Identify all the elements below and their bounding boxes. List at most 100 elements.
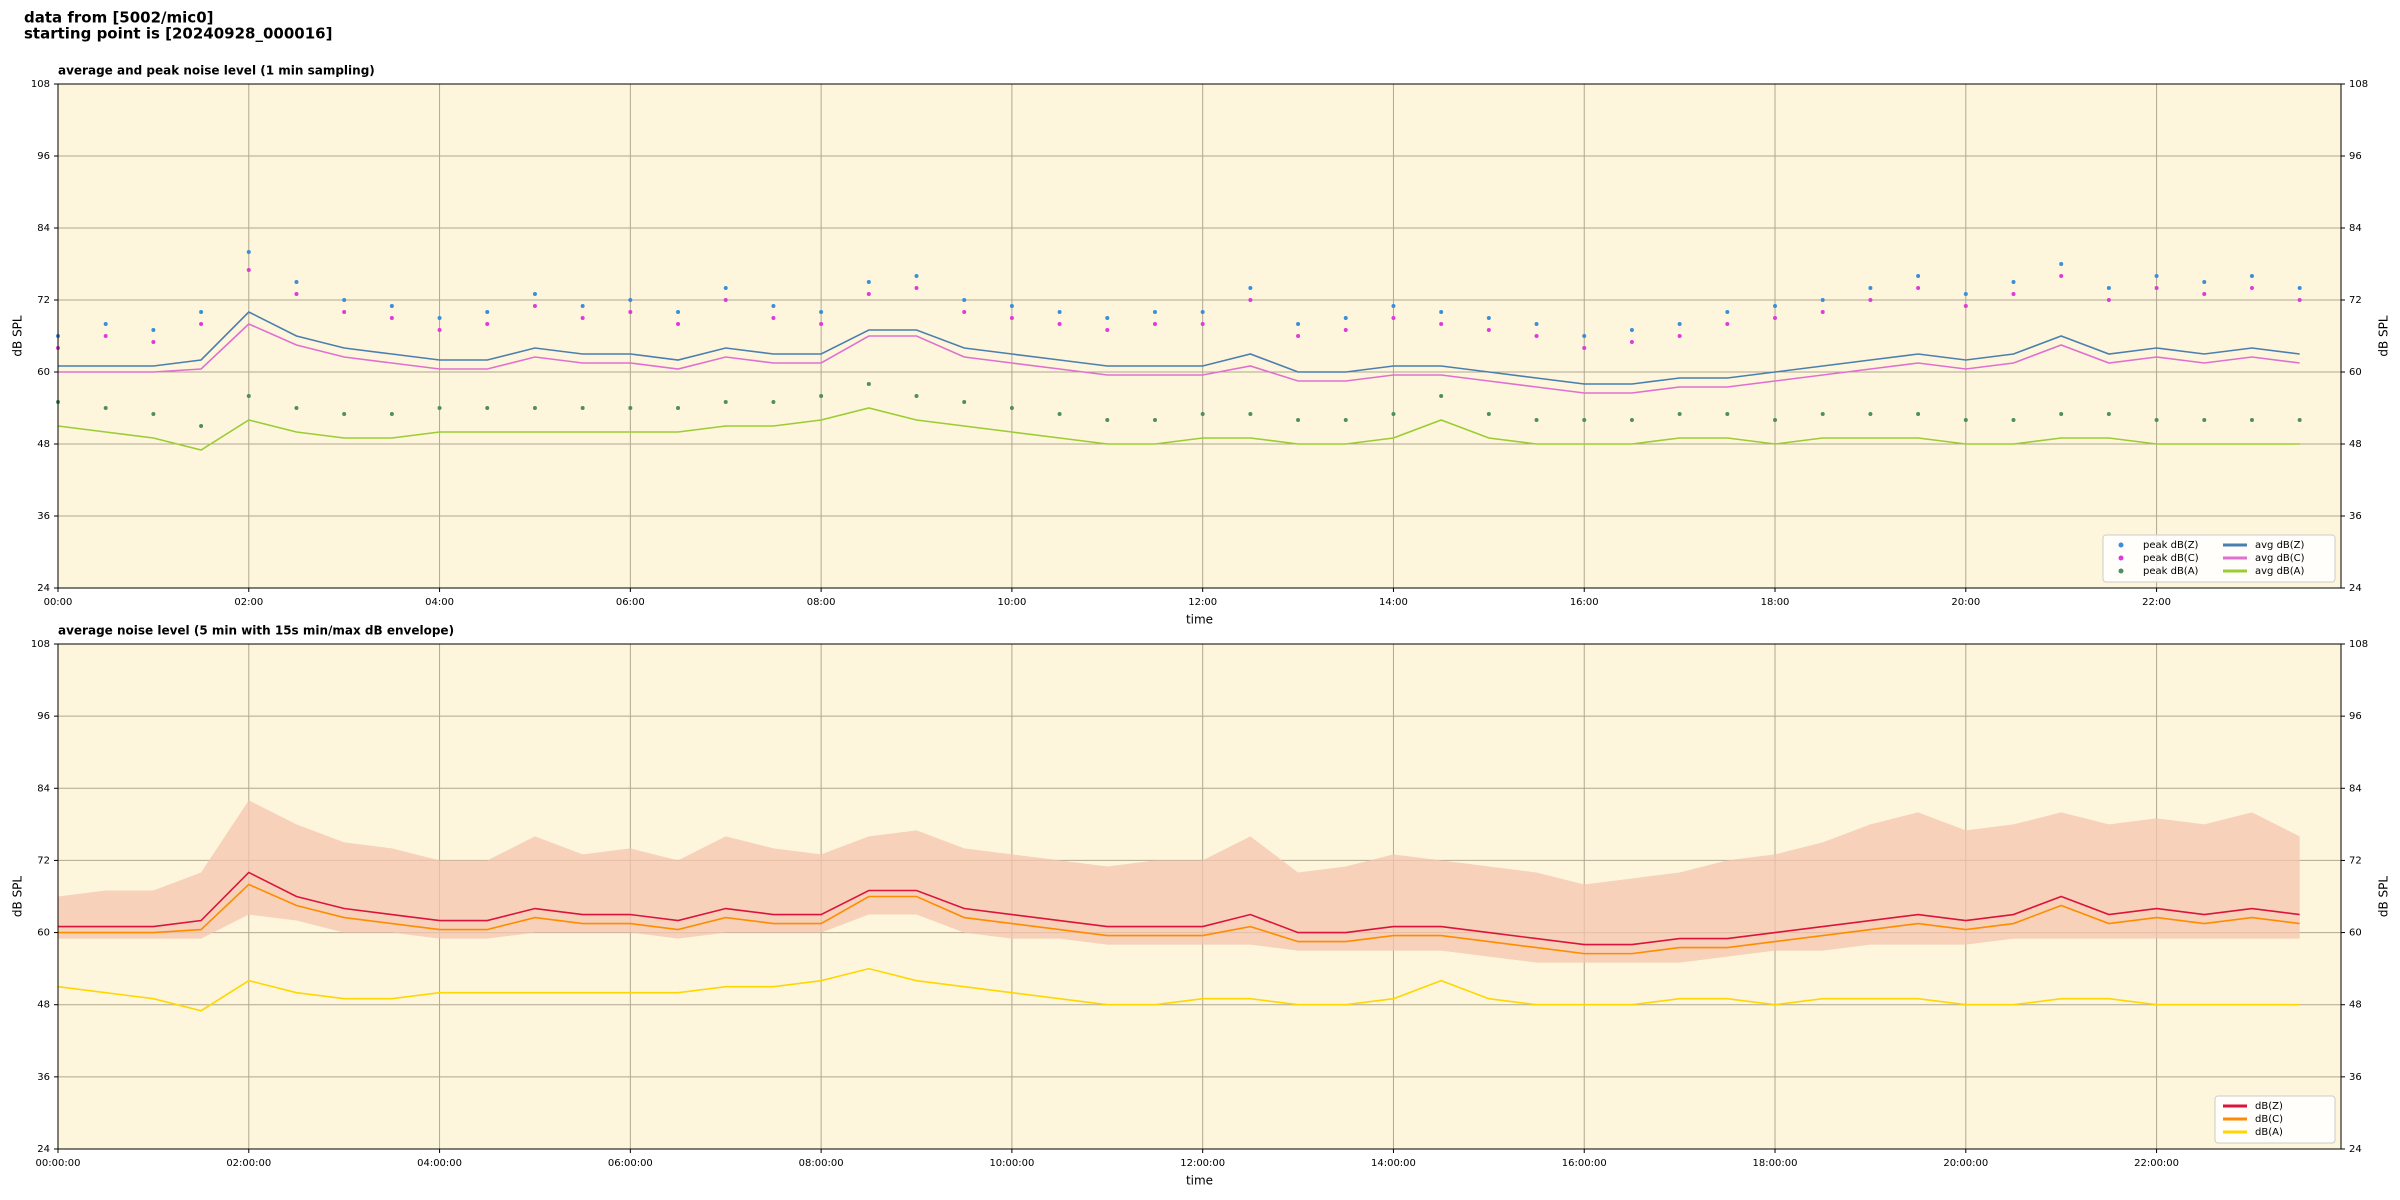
- x-tick-label: 22:00: [2142, 597, 2171, 608]
- y-tick-label: 24: [37, 583, 50, 594]
- peak-point: [1582, 334, 1587, 338]
- x-tick-label: 22:00:00: [2134, 1158, 2179, 1169]
- y-tick-label: 84: [37, 223, 50, 234]
- series-line: [58, 311, 2300, 385]
- peak-point: [294, 406, 299, 410]
- series-line: [58, 323, 2300, 394]
- peak-point: [246, 268, 251, 272]
- legend-marker: [2118, 555, 2124, 561]
- peak-point: [962, 298, 967, 302]
- peak-point: [1009, 406, 1014, 410]
- x-tick-label: 00:00:00: [36, 1158, 81, 1169]
- peak-point: [1963, 304, 1968, 308]
- y-tick-label: 60: [37, 367, 50, 378]
- peak-point: [2249, 286, 2254, 290]
- peak-point: [2011, 292, 2016, 296]
- y-axis-label: dB SPL: [2377, 315, 2391, 357]
- peak-point: [1009, 304, 1014, 308]
- peak-point: [1486, 328, 1491, 332]
- peak-point: [2202, 418, 2207, 422]
- peak-point: [1105, 418, 1110, 422]
- peak-point: [1725, 310, 1730, 314]
- peak-point: [580, 406, 585, 410]
- peak-point: [294, 280, 299, 284]
- legend-label: avg dB(C): [2255, 553, 2305, 564]
- peak-point: [1773, 418, 1778, 422]
- peak-point: [1725, 322, 1730, 326]
- peak-point: [2249, 418, 2254, 422]
- x-tick-label: 10:00: [997, 597, 1026, 608]
- series-line: [58, 883, 2300, 955]
- peak-point: [199, 310, 204, 314]
- peak-point: [1677, 334, 1682, 338]
- x-tick-label: 12:00: [1188, 597, 1217, 608]
- x-axis-label: time: [1186, 613, 1213, 627]
- peak-point: [1868, 298, 1873, 302]
- y-tick-label: 72: [2349, 295, 2362, 306]
- peak-point: [103, 406, 108, 410]
- peak-point: [485, 310, 490, 314]
- y-tick-label: 36: [37, 511, 50, 522]
- peak-point: [2297, 286, 2302, 290]
- peak-point: [1534, 334, 1539, 338]
- x-tick-label: 06:00:00: [608, 1158, 653, 1169]
- peak-point: [2297, 418, 2302, 422]
- y-tick-label: 84: [2349, 223, 2362, 234]
- peak-point: [962, 310, 967, 314]
- x-tick-label: 14:00: [1379, 597, 1408, 608]
- peak-point: [1582, 418, 1587, 422]
- peak-point: [2106, 286, 2111, 290]
- peak-point: [1057, 310, 1062, 314]
- x-tick-label: 08:00:00: [799, 1158, 844, 1169]
- peak-point: [1105, 328, 1110, 332]
- y-tick-label: 84: [37, 783, 50, 794]
- peak-point: [1200, 310, 1205, 314]
- legend-label: peak dB(Z): [2143, 540, 2199, 551]
- chart-title: average and peak noise level (1 min samp…: [58, 64, 375, 78]
- legend-marker: [2118, 568, 2124, 574]
- peak-point: [103, 334, 108, 338]
- peak-point: [1916, 412, 1921, 416]
- peak-point: [2011, 418, 2016, 422]
- x-tick-label: 00:00: [44, 597, 73, 608]
- peak-point: [2059, 412, 2064, 416]
- peak-point: [676, 310, 681, 314]
- y-tick-label: 72: [37, 295, 50, 306]
- x-tick-label: 16:00:00: [1562, 1158, 1607, 1169]
- y-tick-label: 108: [2349, 639, 2368, 650]
- legend-box: [2102, 534, 2336, 583]
- peak-point: [819, 310, 824, 314]
- peak-point: [2106, 412, 2111, 416]
- peak-point: [1391, 316, 1396, 320]
- peak-point: [1582, 346, 1587, 350]
- peak-point: [2154, 274, 2159, 278]
- series-line: [57, 407, 2300, 451]
- y-tick-label: 96: [37, 151, 50, 162]
- peak-point: [1391, 412, 1396, 416]
- y-tick-label: 60: [2349, 928, 2362, 939]
- y-tick-label: 60: [37, 928, 50, 939]
- peak-point: [1629, 340, 1634, 344]
- peak-point: [342, 310, 347, 314]
- peak-point: [1009, 316, 1014, 320]
- peak-point: [723, 400, 728, 404]
- x-tick-label: 18:00:00: [1753, 1158, 1798, 1169]
- x-tick-label: 12:00:00: [1180, 1158, 1225, 1169]
- header-line: starting point is [20240928_000016]: [24, 25, 332, 43]
- peak-point: [1200, 322, 1205, 326]
- y-tick-label: 108: [31, 639, 50, 650]
- peak-point: [2106, 298, 2111, 302]
- y-tick-label: 36: [37, 1072, 50, 1083]
- x-tick-label: 16:00: [1570, 597, 1599, 608]
- peak-point: [246, 394, 251, 398]
- legend-label: peak dB(C): [2143, 553, 2199, 564]
- x-tick-label: 02:00: [234, 597, 263, 608]
- y-tick-label: 24: [2349, 1144, 2362, 1155]
- peak-point: [1773, 304, 1778, 308]
- peak-point: [1343, 418, 1348, 422]
- peak-point: [1439, 310, 1444, 314]
- peak-point: [866, 292, 871, 296]
- series-line: [57, 967, 2300, 1012]
- peak-point: [914, 286, 919, 290]
- peak-point: [1248, 412, 1253, 416]
